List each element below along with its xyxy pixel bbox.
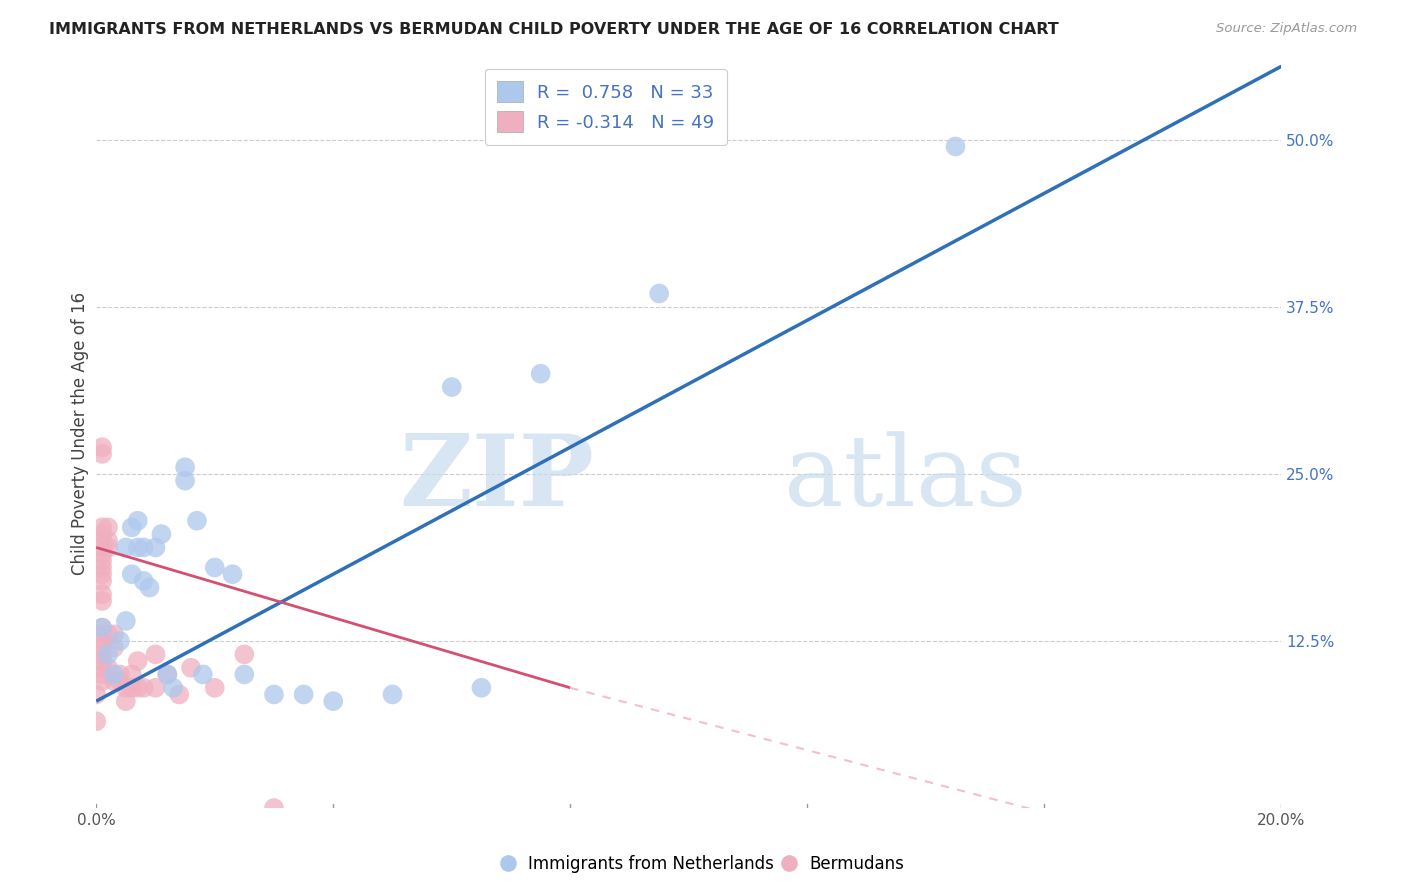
Point <box>127 514 149 528</box>
Point <box>945 139 967 153</box>
Point <box>174 460 197 475</box>
Point <box>115 614 138 628</box>
Point <box>91 587 114 601</box>
Point <box>115 541 138 555</box>
Text: atlas: atlas <box>783 431 1026 526</box>
Point <box>322 694 344 708</box>
Text: IMMIGRANTS FROM NETHERLANDS VS BERMUDAN CHILD POVERTY UNDER THE AGE OF 16 CORREL: IMMIGRANTS FROM NETHERLANDS VS BERMUDAN … <box>49 22 1059 37</box>
Point <box>132 541 155 555</box>
Point <box>103 674 125 689</box>
Point <box>115 694 138 708</box>
Point <box>91 674 114 689</box>
Point <box>91 527 114 541</box>
Point <box>470 681 492 695</box>
Point <box>97 520 120 534</box>
Legend: R =  0.758   N = 33, R = -0.314   N = 49: R = 0.758 N = 33, R = -0.314 N = 49 <box>485 69 727 145</box>
Point <box>91 634 114 648</box>
Point <box>191 667 214 681</box>
Point <box>530 367 553 381</box>
Point <box>91 567 114 582</box>
Point <box>97 541 120 555</box>
Point <box>91 574 114 588</box>
Point <box>132 574 155 588</box>
Point <box>108 634 131 648</box>
Point <box>91 621 114 635</box>
Point <box>108 674 131 689</box>
Point <box>156 667 179 681</box>
Point <box>91 654 114 668</box>
Point <box>145 681 167 695</box>
Point <box>103 627 125 641</box>
Point <box>174 474 197 488</box>
Point <box>263 688 285 702</box>
Point <box>84 688 107 702</box>
Y-axis label: Child Poverty Under the Age of 16: Child Poverty Under the Age of 16 <box>72 293 89 575</box>
Point <box>91 661 114 675</box>
Point <box>91 594 114 608</box>
Point <box>440 380 463 394</box>
Point <box>127 681 149 695</box>
Point <box>221 567 243 582</box>
Point <box>132 681 155 695</box>
Point <box>91 520 114 534</box>
Point <box>91 648 114 662</box>
Point <box>91 667 114 681</box>
Point <box>91 560 114 574</box>
Text: Source: ZipAtlas.com: Source: ZipAtlas.com <box>1216 22 1357 36</box>
Point <box>121 520 143 534</box>
Point <box>91 627 114 641</box>
Point <box>156 667 179 681</box>
Legend: Immigrants from Netherlands, Bermudans: Immigrants from Netherlands, Bermudans <box>495 848 911 880</box>
Point <box>91 640 114 655</box>
Point <box>115 681 138 695</box>
Point <box>186 514 208 528</box>
Point <box>145 648 167 662</box>
Point <box>91 447 114 461</box>
Point <box>108 667 131 681</box>
Point <box>91 554 114 568</box>
Point <box>263 801 285 815</box>
Point <box>233 667 256 681</box>
Point <box>91 621 114 635</box>
Point <box>648 286 671 301</box>
Point <box>204 560 226 574</box>
Point <box>84 714 107 729</box>
Point <box>127 541 149 555</box>
Point <box>97 661 120 675</box>
Point <box>103 640 125 655</box>
Point <box>91 440 114 454</box>
Point <box>97 627 120 641</box>
Point <box>121 667 143 681</box>
Point <box>127 654 149 668</box>
Point <box>103 667 125 681</box>
Point <box>91 547 114 561</box>
Point <box>204 681 226 695</box>
Point <box>150 527 173 541</box>
Point <box>167 688 190 702</box>
Point <box>180 661 202 675</box>
Point <box>162 681 184 695</box>
Point <box>292 688 315 702</box>
Point <box>145 541 167 555</box>
Point <box>138 581 160 595</box>
Point <box>91 541 114 555</box>
Text: ZIP: ZIP <box>399 430 593 527</box>
Point <box>91 533 114 548</box>
Point <box>121 567 143 582</box>
Point <box>121 681 143 695</box>
Point <box>381 688 404 702</box>
Point <box>97 533 120 548</box>
Point <box>233 648 256 662</box>
Point <box>97 648 120 662</box>
